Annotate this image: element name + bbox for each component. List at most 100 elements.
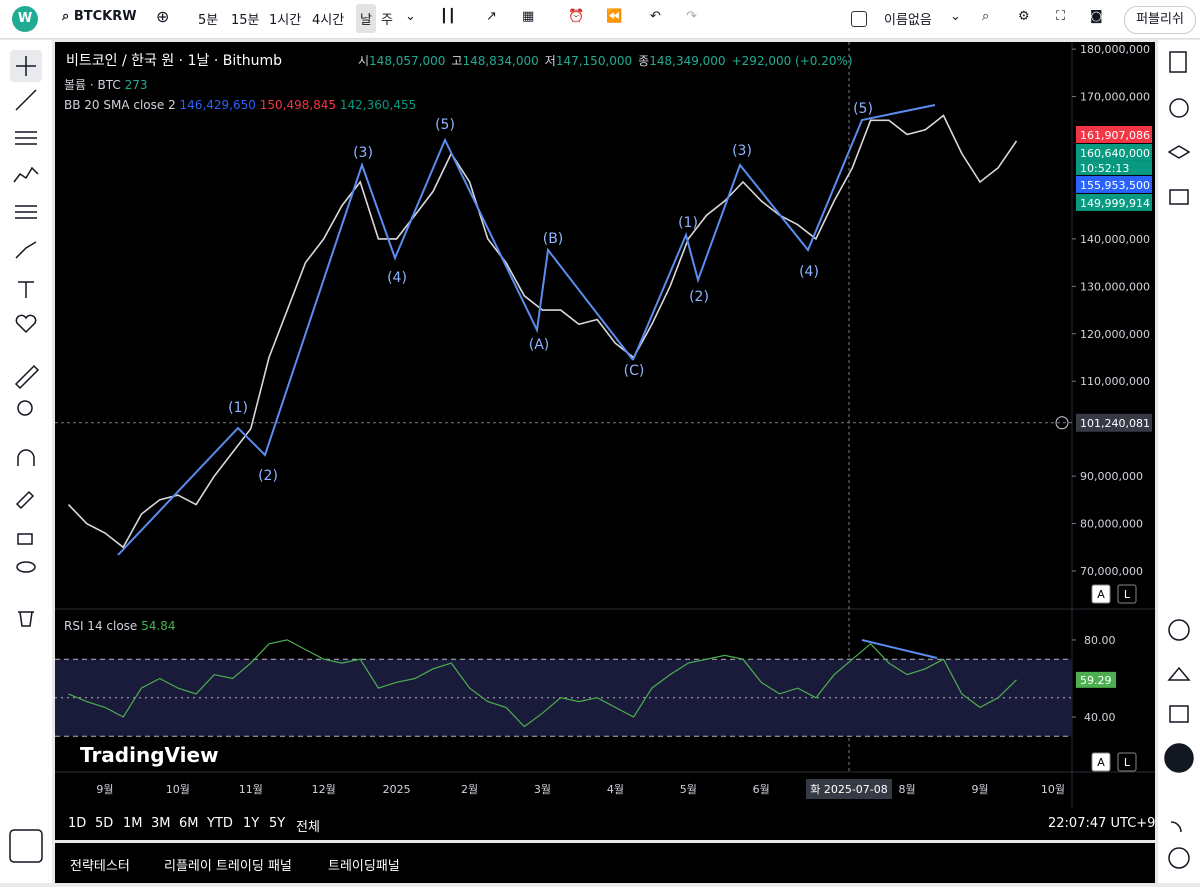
- wave-label: (3): [353, 145, 373, 161]
- templates[interactable]: ▦: [522, 9, 535, 24]
- bottom-tab[interactable]: 트레이딩패널: [328, 859, 400, 874]
- series-line: [67, 114, 1018, 549]
- help[interactable]: [1168, 847, 1190, 869]
- replay[interactable]: ⏪: [606, 9, 623, 24]
- right-toolbar: [1158, 40, 1200, 883]
- x-tick-label: 9월: [971, 783, 988, 796]
- top-toolbar: W ⌕ BTCKRW ⊕ ⌄ ┃┃ ↗ ▦ ⏰ ⏪ ↶ ↷ 이름없음 ⌄ ⌕ ⚙…: [0, 0, 1200, 39]
- interval-button[interactable]: 4시간: [312, 13, 345, 28]
- y-tick-label: 80.00: [1084, 634, 1116, 647]
- object-tree[interactable]: [1167, 145, 1191, 159]
- tool-zoom[interactable]: [17, 400, 33, 416]
- rsi-badge: [1076, 671, 1116, 688]
- interval-button[interactable]: 날: [356, 4, 376, 33]
- range-button[interactable]: YTD: [207, 816, 233, 831]
- interval-menu[interactable]: ⌄: [405, 9, 416, 24]
- wave-label: (2): [689, 289, 709, 305]
- x-tick-label: 2월: [461, 783, 478, 796]
- tool-visibility[interactable]: [16, 561, 36, 573]
- price-badge: [1076, 143, 1152, 161]
- interval-button[interactable]: 1시간: [269, 13, 302, 28]
- tool-ruler[interactable]: [14, 364, 40, 390]
- logo[interactable]: W: [12, 6, 38, 32]
- tool-delete[interactable]: [18, 611, 34, 627]
- x-tick-label: 9월: [96, 783, 113, 796]
- tool-cross[interactable]: [16, 56, 36, 76]
- range-button[interactable]: 1M: [123, 816, 143, 831]
- range-button[interactable]: 전체: [296, 820, 320, 835]
- rsi-value: 54.84: [141, 619, 176, 633]
- interval-button[interactable]: 5분: [198, 13, 219, 28]
- indicators[interactable]: ↗: [486, 9, 497, 24]
- bottom-panel-bg: [55, 843, 1155, 883]
- watchlist-star[interactable]: [9, 829, 43, 863]
- fullscreen[interactable]: ⛶: [1056, 9, 1066, 24]
- plot: 70,000,000 80,000,000 90,000,000 110,000,00…: [55, 43, 1152, 799]
- redo[interactable]: ↷: [686, 9, 697, 24]
- scale-button: A: [1097, 756, 1105, 769]
- range-button[interactable]: 1Y: [243, 816, 260, 831]
- ideas[interactable]: [1167, 666, 1191, 681]
- tool-fib[interactable]: [15, 131, 37, 145]
- range-button[interactable]: 1D: [68, 816, 87, 831]
- ohlc-value: 148,057,000: [369, 54, 446, 68]
- x-tick-label: 10월: [1041, 783, 1065, 796]
- bottom-tab[interactable]: 전략테스터: [70, 859, 130, 874]
- snapshot[interactable]: ◙: [1090, 9, 1103, 24]
- wave-label: (C): [624, 363, 645, 379]
- series-line: [68, 639, 1017, 728]
- right-tools: [1164, 51, 1194, 869]
- apps[interactable]: [1164, 743, 1194, 773]
- range-button[interactable]: 5D: [95, 816, 114, 831]
- trading[interactable]: [1168, 619, 1190, 641]
- range-button[interactable]: 3M: [151, 816, 171, 831]
- wave-label: (1): [228, 400, 248, 416]
- quick-search[interactable]: ⌕: [982, 9, 990, 24]
- tool-text[interactable]: [18, 281, 34, 298]
- interval-button[interactable]: 15분: [231, 13, 260, 28]
- y-tick-label: 70,000,000: [1080, 565, 1143, 578]
- tool-magnet[interactable]: [17, 449, 35, 466]
- y-tick-label: 40.00: [1084, 711, 1116, 724]
- symbol: BTCKRW: [73, 9, 137, 24]
- rsi-label: RSI 14 close: [64, 619, 138, 633]
- calendar[interactable]: [1169, 705, 1189, 723]
- layout-icon[interactable]: [851, 11, 867, 27]
- layout-name[interactable]: 이름없음: [884, 13, 932, 28]
- bb-upper: 150,498,845: [259, 98, 337, 112]
- drawing-tools: [9, 50, 43, 863]
- y-tick-label: 170,000,000: [1080, 91, 1150, 104]
- undo[interactable]: ↶: [650, 9, 661, 24]
- tool-icons[interactable]: [15, 314, 37, 334]
- tool-projection[interactable]: [15, 205, 37, 219]
- publish-button[interactable]: 퍼블리쉬: [1124, 6, 1196, 34]
- y-tick-label: 90,000,000: [1080, 470, 1143, 483]
- interval-button[interactable]: 주: [381, 13, 393, 28]
- alerts[interactable]: [1169, 98, 1189, 118]
- alert[interactable]: ⏰: [568, 9, 585, 24]
- range-button[interactable]: 5Y: [269, 816, 286, 831]
- stream[interactable]: [1170, 821, 1182, 833]
- bottom-tab[interactable]: 리플레이 트레이딩 패널: [164, 859, 292, 874]
- tool-pattern[interactable]: [13, 166, 39, 183]
- tool-lock[interactable]: [17, 533, 33, 545]
- tool-trendline[interactable]: [15, 89, 37, 111]
- layout-menu[interactable]: ⌄: [950, 9, 961, 24]
- symbol-search[interactable]: ⌕ BTCKRW: [62, 9, 137, 24]
- tool-lock-draw[interactable]: [15, 490, 35, 510]
- ohlc-key: 저: [544, 54, 556, 68]
- settings[interactable]: ⚙: [1018, 9, 1030, 24]
- tool-brush[interactable]: [15, 241, 37, 259]
- range-button[interactable]: 6M: [179, 816, 199, 831]
- watchlist[interactable]: [1169, 51, 1187, 73]
- candle-type[interactable]: ┃┃: [440, 9, 456, 24]
- add-symbol[interactable]: ⊕: [156, 7, 170, 26]
- wave-line: [632, 104, 936, 361]
- scale-button-bg: [1117, 584, 1137, 604]
- chat[interactable]: [1169, 189, 1189, 205]
- price-badge-label: 149,999,914: [1080, 197, 1150, 210]
- volume-legend: 볼륨 · BTC 273: [64, 76, 148, 93]
- wave-label: (5): [853, 101, 873, 117]
